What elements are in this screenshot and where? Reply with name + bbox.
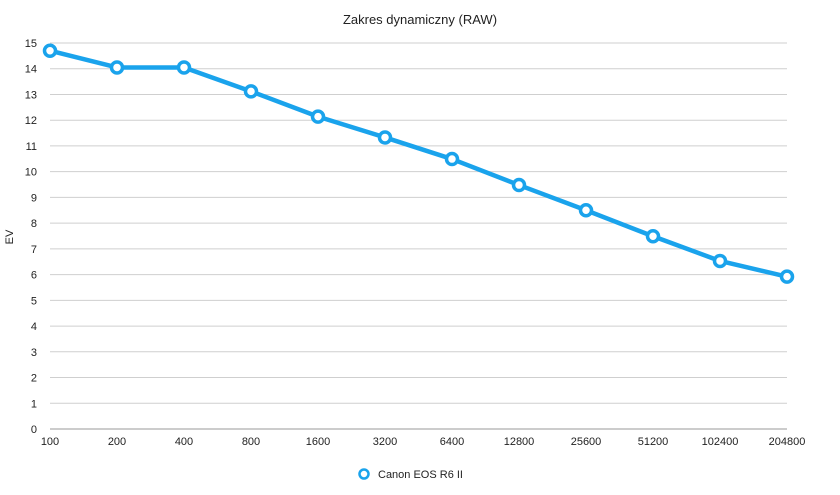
series-line-0: [47, 48, 790, 279]
y-tick-12: 12: [25, 115, 37, 127]
series-layer: [42, 43, 795, 284]
y-tick-13: 13: [25, 89, 37, 101]
x-tick-labels: 100 200 400 800 1600 3200 6400 12800 25600 51200 1…: [41, 436, 806, 448]
y-tick-1: 1: [31, 398, 37, 410]
x-tick-200: 200: [108, 436, 126, 448]
data-point-25600: [578, 203, 594, 218]
grid-lines: [50, 42, 787, 430]
y-tick-0: 0: [31, 424, 37, 436]
y-tick-15: 15: [25, 38, 37, 50]
y-axis-label: EV: [4, 229, 16, 244]
y-tick-8: 8: [31, 218, 37, 230]
y-tick-2: 2: [31, 373, 37, 385]
legend-marker: [358, 468, 370, 480]
x-tick-400: 400: [175, 436, 193, 448]
y-tick-5: 5: [31, 295, 37, 307]
y-tick-6: 6: [31, 270, 37, 282]
x-tick-800: 800: [242, 436, 260, 448]
x-tick-1600: 1600: [306, 436, 330, 448]
data-point-51200: [645, 229, 661, 244]
y-tick-11: 11: [26, 141, 37, 153]
x-tick-204800: 204800: [769, 436, 806, 448]
y-tick-7: 7: [31, 244, 37, 256]
chart-title: Zakres dynamiczny (RAW): [343, 12, 497, 27]
y-tick-4: 4: [31, 321, 37, 333]
x-tick-6400: 6400: [440, 436, 464, 448]
y-tick-9: 9: [31, 192, 37, 204]
y-tick-10: 10: [25, 167, 37, 179]
data-point-800: [243, 84, 259, 99]
data-point-200: [109, 60, 125, 75]
data-point-204800: [779, 269, 795, 284]
data-point-102400: [712, 253, 728, 269]
data-point-3200: [377, 130, 393, 145]
x-tick-25600: 25600: [571, 436, 602, 448]
data-point-100: [42, 43, 58, 58]
data-point-1600: [310, 109, 326, 124]
y-tick-3: 3: [31, 347, 37, 359]
x-tick-12800: 12800: [504, 436, 535, 448]
legend: Canon EOS R6 II: [358, 468, 463, 481]
data-point-6400: [444, 151, 460, 167]
data-point-400: [176, 60, 192, 75]
y-tick-14: 14: [25, 64, 37, 76]
x-tick-100: 100: [41, 436, 59, 448]
legend-label: Canon EOS R6 II: [378, 469, 463, 481]
x-tick-51200: 51200: [638, 436, 669, 448]
x-tick-3200: 3200: [373, 436, 397, 448]
x-tick-102400: 102400: [702, 436, 739, 448]
data-point-12800: [511, 177, 527, 193]
